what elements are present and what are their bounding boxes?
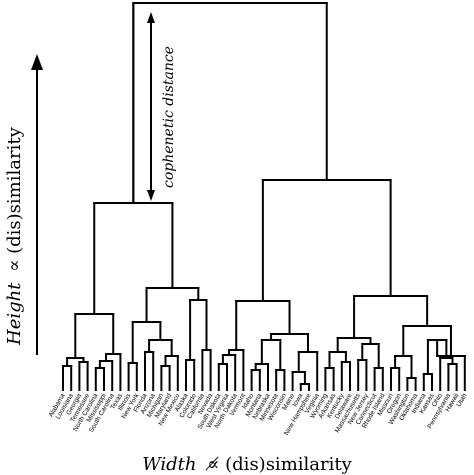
x-axis-label-rest: ∝̸ (dis)similarity	[205, 454, 352, 475]
y-axis-label-rest: ∝ (dis)similarity	[4, 126, 25, 271]
cophenetic-distance-label: cophenetic distance	[161, 46, 177, 188]
x-axis-label: Width ∝̸ (dis)similarity	[142, 454, 352, 475]
y-axis-label: Height ∝ (dis)similarity	[4, 126, 25, 346]
y-axis-label-main: Height	[4, 282, 25, 346]
height-arrow	[31, 54, 43, 355]
x-axis-label-main: Width	[142, 454, 196, 475]
cophenetic-distance-arrow	[147, 12, 155, 201]
dendrogram-tree	[62, 2, 466, 391]
